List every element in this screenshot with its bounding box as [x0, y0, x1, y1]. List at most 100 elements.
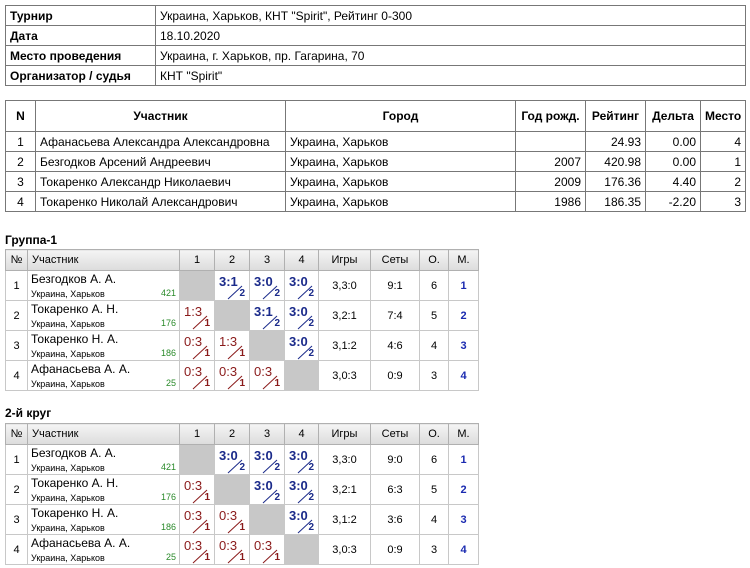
player-cell: Токаренко А. Н. Украина, Харьков 176	[27, 474, 180, 505]
participant-cell: Токаренко Александр Николаевич	[35, 171, 286, 192]
games: 3,0:3	[318, 534, 371, 565]
score: 3:0	[254, 448, 273, 463]
player-name: Афанасьева А. А.	[31, 536, 131, 550]
match-result: 3:1 2	[214, 270, 250, 301]
points: 5	[419, 300, 449, 331]
sets: 0:9	[370, 534, 420, 565]
info-value: Украина, Харьков, КНТ "Spirit", Рейтинг …	[155, 5, 746, 26]
group-row: 1 Безгодков А. А. Украина, Харьков 421 3:1 2 3…	[5, 270, 479, 301]
score: 0:3	[219, 508, 238, 523]
slash	[262, 285, 278, 300]
sets: 0:9	[370, 360, 420, 391]
slash-line	[192, 549, 208, 564]
participant-row: 2 Безгодков Арсений Андреевич Украина, Хар…	[5, 151, 746, 172]
score: 3:0	[289, 274, 308, 289]
participant-cell: 3	[5, 171, 36, 192]
match-points: 2	[308, 522, 314, 533]
slash	[227, 459, 243, 474]
player-rating: 186	[160, 348, 176, 358]
participant-cell: 2	[700, 171, 746, 192]
score: 3:0	[289, 334, 308, 349]
place: 4	[448, 534, 479, 565]
group-table: № Участник 1 2 3 4 Игры Сеты О. М. 1 Безгодков А. А…	[5, 423, 479, 565]
match-points: 2	[274, 318, 280, 329]
participants-head: N Участник Город Год рожд. Рейтинг Дельта Мест…	[5, 100, 746, 132]
match-points: 2	[239, 462, 245, 473]
participant-cell: 176.36	[585, 171, 646, 192]
participant-cell: 1	[700, 151, 746, 172]
slash	[192, 375, 208, 390]
games: 3,0:3	[318, 360, 371, 391]
player-rating: 25	[165, 552, 176, 562]
points: 4	[419, 504, 449, 535]
slash	[262, 489, 278, 504]
column-header: 2	[214, 249, 250, 271]
slash	[297, 345, 313, 360]
row-number: 3	[5, 330, 28, 361]
participant-cell: 0.00	[645, 131, 701, 152]
participant-row: 1 Афанасьева Александра Александровна Укра…	[5, 131, 746, 152]
slash-line	[227, 459, 243, 474]
self-cell	[179, 270, 215, 301]
score: 0:3	[184, 508, 203, 523]
match-points: 2	[308, 288, 314, 299]
match-points: 2	[274, 462, 280, 473]
participant-cell: Украина, Харьков	[285, 171, 516, 192]
slash	[297, 519, 313, 534]
player-city: Украина, Харьков	[31, 553, 105, 563]
match-result: 0:3 1	[214, 504, 250, 535]
slash	[227, 375, 243, 390]
slash-line	[297, 489, 313, 504]
participant-cell: Безгодков Арсений Андреевич	[35, 151, 286, 172]
slash-line	[297, 519, 313, 534]
slash-line	[262, 489, 278, 504]
column-header: Игры	[318, 423, 371, 445]
column-header: М.	[448, 249, 479, 271]
group-body: 1 Безгодков А. А. Украина, Харьков 421 3:0 2 3…	[5, 444, 479, 565]
slash-line	[227, 285, 243, 300]
match-points: 2	[239, 288, 245, 299]
row-number: 4	[5, 534, 28, 565]
participant-row: 4 Токаренко Николай Александрович Украина,…	[5, 191, 746, 212]
tournament-info: Турнир Украина, Харьков, КНТ "Spirit", Ре…	[5, 5, 746, 86]
match-result: 3:0 2	[284, 270, 319, 301]
header-row: № Участник 1 2 3 4 Игры Сеты О. М.	[5, 249, 479, 271]
participant-cell: 1	[5, 131, 36, 152]
participant-cell: 2	[5, 151, 36, 172]
column-header: 2	[214, 423, 250, 445]
slash	[227, 549, 243, 564]
match-result: 3:0 2	[284, 474, 319, 505]
player-name: Токаренко Н. А.	[31, 506, 119, 520]
group-head: № Участник 1 2 3 4 Игры Сеты О. М.	[5, 249, 479, 271]
participant-row: 3 Токаренко Александр Николаевич Украина, …	[5, 171, 746, 192]
group-table: № Участник 1 2 3 4 Игры Сеты О. М. 1 Безгодков А. А…	[5, 249, 479, 391]
player-cell: Токаренко А. Н. Украина, Харьков 176	[27, 300, 180, 331]
match-points: 1	[204, 522, 210, 533]
info-label: Дата	[5, 25, 156, 46]
match-result: 3:0 2	[249, 444, 285, 475]
score: 0:3	[184, 478, 203, 493]
slash-line	[227, 549, 243, 564]
match-result: 3:1 2	[249, 300, 285, 331]
match-points: 2	[274, 492, 280, 503]
points: 3	[419, 534, 449, 565]
score: 0:3	[219, 538, 238, 553]
slash-line	[227, 375, 243, 390]
column-header: Сеты	[370, 249, 420, 271]
column-header: Игры	[318, 249, 371, 271]
player-city: Украина, Харьков	[31, 523, 105, 533]
group-row: 3 Токаренко Н. А. Украина, Харьков 186 0:3 1 1…	[5, 330, 479, 361]
group-head: № Участник 1 2 3 4 Игры Сеты О. М.	[5, 423, 479, 445]
place: 1	[448, 270, 479, 301]
slash-line	[262, 375, 278, 390]
place: 3	[448, 504, 479, 535]
player-cell: Афанасьева А. А. Украина, Харьков 25	[27, 534, 180, 565]
group-row: 4 Афанасьева А. А. Украина, Харьков 25 0:3 1 0…	[5, 360, 479, 391]
points: 6	[419, 444, 449, 475]
player-rating: 176	[160, 492, 176, 502]
games: 3,3:0	[318, 270, 371, 301]
participant-cell: Токаренко Николай Александрович	[35, 191, 286, 212]
participant-cell: Афанасьева Александра Александровна	[35, 131, 286, 152]
info-value: 18.10.2020	[155, 25, 746, 46]
place: 2	[448, 300, 479, 331]
